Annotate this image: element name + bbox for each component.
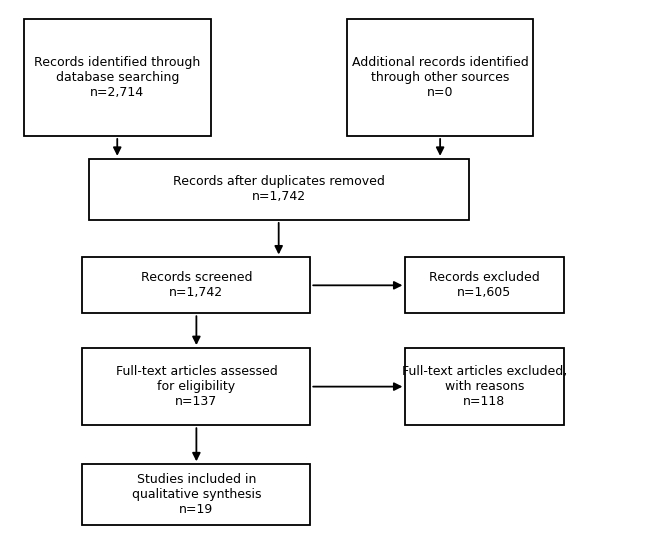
FancyBboxPatch shape <box>83 348 310 425</box>
FancyBboxPatch shape <box>405 348 563 425</box>
FancyBboxPatch shape <box>83 464 310 526</box>
Text: Records excluded
n=1,605: Records excluded n=1,605 <box>429 271 540 299</box>
Text: Records identified through
database searching
n=2,714: Records identified through database sear… <box>34 56 200 99</box>
Text: Additional records identified
through other sources
n=0: Additional records identified through ot… <box>351 56 528 99</box>
Text: Full-text articles assessed
for eligibility
n=137: Full-text articles assessed for eligibil… <box>116 365 277 408</box>
FancyBboxPatch shape <box>24 19 211 136</box>
Text: Records after duplicates removed
n=1,742: Records after duplicates removed n=1,742 <box>172 175 384 203</box>
Text: Full-text articles excluded,
with reasons
n=118: Full-text articles excluded, with reason… <box>402 365 567 408</box>
FancyBboxPatch shape <box>89 159 468 220</box>
FancyBboxPatch shape <box>83 257 310 313</box>
Text: Records screened
n=1,742: Records screened n=1,742 <box>141 271 252 299</box>
Text: Studies included in
qualitative synthesis
n=19: Studies included in qualitative synthesi… <box>132 473 261 516</box>
FancyBboxPatch shape <box>405 257 563 313</box>
FancyBboxPatch shape <box>347 19 534 136</box>
